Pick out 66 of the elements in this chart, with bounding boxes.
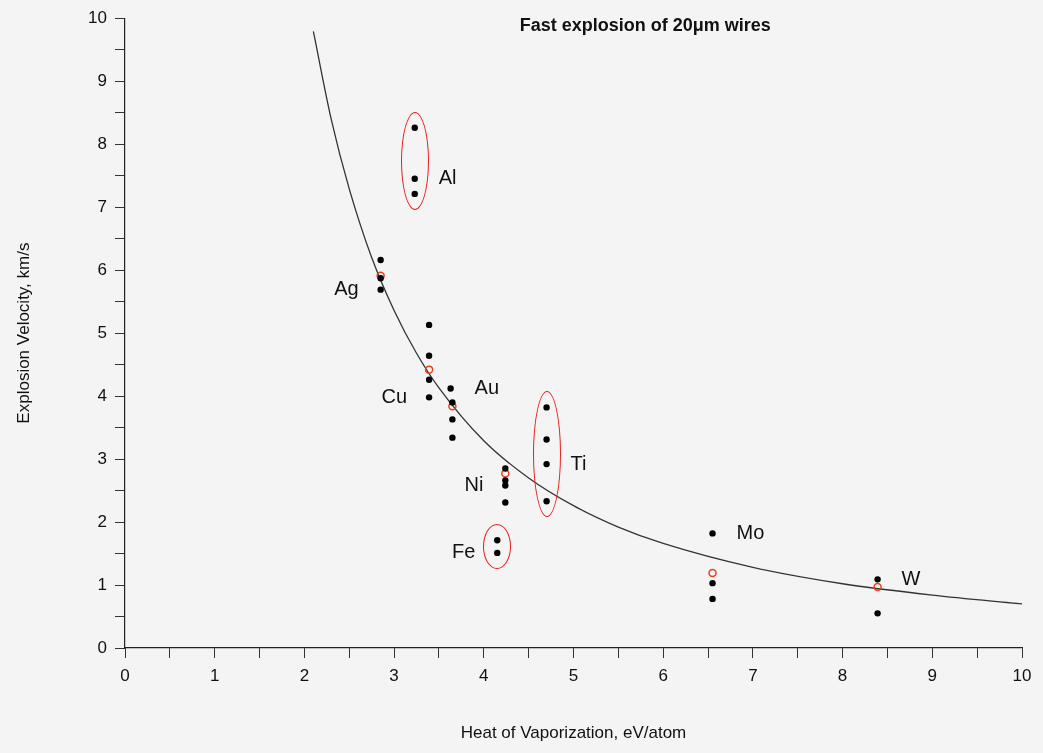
point [411, 190, 418, 198]
point [709, 595, 716, 603]
x-tick-label: 7 [748, 665, 758, 685]
annotation: W [901, 566, 921, 589]
annotation: Al [438, 166, 457, 189]
y-tick-label: 2 [97, 511, 107, 531]
y-axis-title: Explosion Velocity, km/s [13, 242, 33, 424]
point [543, 436, 550, 443]
y-tick-label: 7 [97, 196, 107, 216]
x-tick-label: 5 [568, 665, 579, 685]
point [411, 175, 418, 182]
point [502, 499, 509, 506]
annotation: Au [474, 376, 500, 399]
x-axis-title: Heat of Vaporization, eV/atom [460, 723, 687, 743]
point [709, 530, 716, 537]
x-tick-label: 1 [209, 665, 220, 685]
annotation: Fe [451, 540, 476, 563]
point [873, 582, 882, 592]
point [494, 537, 501, 544]
point [449, 434, 456, 441]
y-tick-label: 1 [97, 574, 107, 594]
point [425, 394, 433, 401]
point [502, 482, 509, 489]
x-tick-label: 3 [389, 665, 399, 685]
annotation: Ti [570, 451, 587, 474]
annotation: Mo [736, 520, 765, 543]
point [543, 498, 550, 505]
point [874, 610, 881, 617]
x-tick-label: 0 [120, 665, 130, 685]
point [543, 460, 550, 468]
x-tick-label: 10 [1012, 665, 1032, 685]
point [377, 275, 384, 282]
point [377, 286, 384, 293]
annotation: Ag [334, 277, 359, 300]
point [449, 399, 456, 406]
point [543, 404, 550, 411]
point [708, 568, 717, 578]
y-tick-label: 5 [97, 322, 107, 342]
point [501, 469, 510, 478]
point [424, 365, 434, 374]
y-tick-label: 4 [97, 385, 107, 405]
y-tick-label: 10 [88, 7, 107, 27]
point [874, 576, 881, 583]
annotation: Cu [381, 384, 408, 407]
point [425, 352, 433, 359]
x-tick-label: 8 [837, 665, 848, 685]
point [411, 124, 418, 131]
x-tick-label: 2 [299, 665, 310, 685]
y-tick-label: 3 [97, 448, 107, 468]
x-tick-label: 6 [658, 665, 668, 685]
point [709, 579, 716, 587]
point [494, 549, 501, 557]
point [447, 385, 454, 392]
y-tick-label: 6 [97, 259, 107, 279]
point [502, 465, 509, 472]
point [425, 376, 433, 383]
x-tick-label: 9 [927, 665, 938, 685]
point [425, 321, 433, 329]
y-tick-label: 0 [97, 637, 107, 657]
x-tick-label: 4 [479, 665, 489, 685]
point [377, 256, 384, 264]
annotation: Ni [464, 473, 484, 496]
y-tick-label: 8 [97, 133, 107, 153]
chart-title: Fast explosion of 20μm wires [519, 15, 771, 36]
point [449, 416, 456, 423]
y-tick-label: 9 [97, 70, 107, 90]
